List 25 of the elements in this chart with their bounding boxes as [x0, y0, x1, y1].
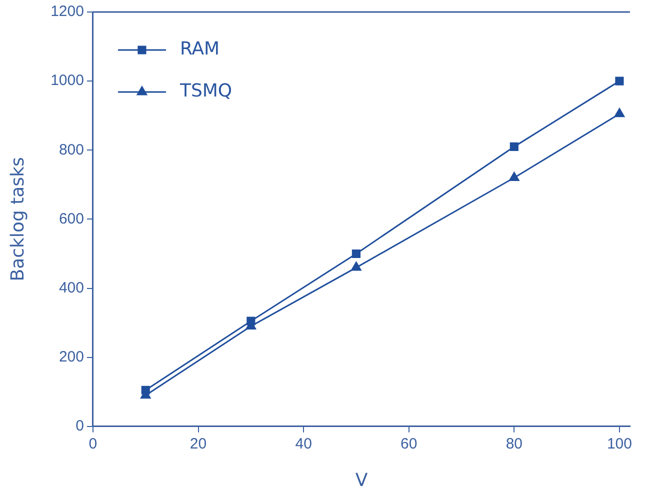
y-tick-label: 800: [58, 141, 84, 158]
x-tick-label: 100: [606, 436, 632, 453]
point: [509, 172, 520, 182]
point: [615, 76, 624, 86]
point: [352, 249, 361, 258]
x-tick-label: 20: [190, 436, 207, 453]
point: [510, 142, 518, 151]
y-axis-title: Backlog tasks: [7, 157, 28, 282]
x-tick-label: 40: [295, 436, 312, 453]
x-tick-label: 80: [506, 436, 523, 453]
y-tick-label: 1200: [50, 3, 84, 20]
legend-label: TSMQ: [178, 80, 232, 102]
y-tick-label: 0: [76, 418, 84, 435]
legend-label: RAM: [180, 38, 220, 60]
point: [246, 316, 256, 326]
y-tick-label: 600: [58, 210, 84, 228]
point: [614, 108, 625, 118]
point: [351, 262, 362, 271]
y-tick-label: 400: [58, 279, 84, 296]
x-tick-label: 0: [88, 436, 98, 453]
x-axis-title: V: [355, 470, 368, 491]
y-tick-label: 200: [58, 348, 84, 366]
x-tick-label: 60: [400, 436, 418, 453]
point: [141, 386, 150, 394]
y-tick-label: 1000: [50, 72, 84, 90]
